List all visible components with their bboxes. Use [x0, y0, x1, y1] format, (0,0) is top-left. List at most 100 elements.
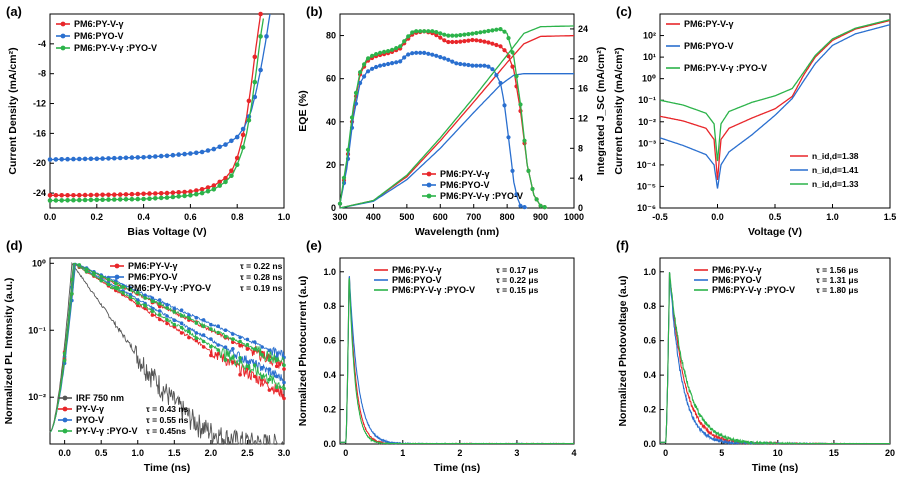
ideality-label-c: n_id,d=1.38: [812, 151, 859, 161]
decay-point-d-6: [209, 327, 213, 331]
series-point-a-0: [252, 54, 258, 60]
series-point-a-0: [170, 190, 176, 195]
y-tick-label-b: 40: [326, 117, 336, 127]
decay-point-d-5: [201, 318, 206, 322]
series-point-a-0: [141, 191, 146, 197]
y-right-tick-label-b: 20: [578, 54, 588, 64]
decay-point-d-3: [99, 278, 103, 283]
eqe-point-b-2: [382, 49, 387, 55]
eqe-point-b-1: [438, 55, 443, 60]
eqe-point-b-2: [426, 29, 431, 34]
jsc-line-b-1: [339, 73, 574, 209]
eqe-point-b-2: [494, 27, 499, 32]
decay-point-d-3: [274, 385, 279, 390]
series-point-a-0: [100, 192, 105, 198]
eqe-point-b-2: [402, 39, 407, 44]
series-point-a-2: [246, 118, 252, 123]
series-point-a-0: [188, 189, 193, 194]
eqe-point-b-1: [454, 61, 459, 66]
eqe-point-b-1: [406, 52, 411, 57]
legend-label-f: PM6:PYO-V: [712, 275, 762, 285]
eqe-point-b-2: [542, 205, 547, 210]
decay-point-d-5: [172, 306, 177, 311]
series-point-a-1: [223, 142, 228, 147]
legend-marker-a: [60, 21, 66, 27]
eqe-point-b-2: [434, 29, 439, 35]
decay-point-d-3: [260, 374, 264, 379]
series-point-a-2: [71, 197, 76, 203]
eqe-point-b-2: [478, 30, 483, 35]
decay-point-d-2: [209, 337, 213, 341]
decay-point-d-6: [143, 296, 147, 300]
eqe-point-b-1: [353, 101, 359, 106]
series-point-a-2: [176, 194, 181, 199]
eqe-point-b-2: [530, 186, 535, 192]
eqe-point-b-2: [534, 197, 539, 202]
decay-point-d-6: [179, 313, 184, 318]
series-point-a-1: [77, 156, 82, 162]
eqe-point-b-1: [466, 62, 471, 68]
series-point-a-2: [170, 194, 176, 200]
series-line-c-0: [659, 19, 891, 181]
series-point-a-1: [182, 151, 187, 157]
series-point-a-2: [223, 179, 228, 185]
series-point-a-2: [129, 196, 135, 202]
decay-point-d-3: [216, 348, 220, 352]
decay-point-d-4: [238, 343, 242, 348]
legend-label-a: PM6:PY-V-γ: [74, 19, 124, 29]
eqe-point-b-1: [402, 55, 407, 60]
plot-frame-b: [339, 13, 575, 209]
eqe-point-b-1: [490, 67, 495, 72]
series-point-a-1: [82, 156, 88, 162]
series-point-a-1: [194, 150, 199, 156]
eqe-point-b-0: [498, 44, 503, 49]
ideality-label-c: n_id,d=1.33: [812, 179, 859, 189]
transient-line-f-1: [660, 272, 890, 446]
series-point-a-2: [158, 195, 164, 201]
x-tick-label-a: 1.0: [278, 212, 291, 222]
x-tick-label-c: 0.5: [769, 212, 782, 222]
decay-point-d-6: [282, 363, 286, 368]
decay-point-d-6: [70, 292, 74, 296]
series-point-a-0: [234, 155, 240, 161]
eqe-point-b-1: [506, 135, 511, 140]
eqe-point-b-1: [362, 74, 367, 79]
y-tick-label-c: 10⁻³: [638, 138, 656, 148]
series-point-a-0: [258, 11, 263, 17]
series-line-c-1: [659, 24, 891, 189]
decay-point-d-6: [99, 274, 103, 279]
series-point-a-0: [112, 192, 117, 197]
eqe-point-b-1: [478, 63, 483, 68]
series-point-a-1: [234, 134, 240, 140]
legend-marker-d-top: [114, 274, 120, 280]
eqe-point-b-2: [446, 33, 451, 38]
y-tick-label-d: 10⁻²: [28, 392, 46, 402]
x-tick-label-c: 0.0: [711, 212, 724, 222]
decay-point-d-3: [187, 329, 191, 334]
series-point-a-0: [246, 98, 252, 104]
legend-marker-b: [426, 182, 432, 188]
y-tick-label-f: 0.0: [643, 439, 656, 449]
eqe-point-b-1: [422, 50, 427, 56]
decay-point-d-3: [231, 356, 235, 360]
y-tick-label-e: 0.2: [323, 405, 336, 415]
decay-point-d-2: [260, 365, 264, 370]
eqe-point-b-1: [418, 50, 423, 55]
eqe-point-b-2: [466, 31, 471, 37]
series-point-a-2: [77, 197, 82, 203]
decay-point-d-6: [201, 324, 206, 329]
plot-frame-d: [49, 257, 285, 445]
y-tick-label-e: 1.0: [323, 267, 336, 277]
panel-label-a: (a): [6, 4, 22, 19]
series-point-a-1: [199, 149, 205, 155]
decay-point-d-6: [223, 334, 228, 339]
series-point-a-2: [234, 162, 240, 167]
eqe-point-b-1: [382, 62, 387, 67]
eqe-point-b-1: [482, 63, 487, 68]
x-tick-label-d: 2.5: [241, 448, 254, 458]
eqe-point-b-0: [470, 37, 475, 43]
y-tick-label-c: 10²: [643, 31, 656, 41]
y-tick-label-a: -24: [33, 188, 46, 198]
y-tick-label-a: -16: [33, 128, 46, 138]
eqe-point-b-0: [486, 40, 491, 45]
